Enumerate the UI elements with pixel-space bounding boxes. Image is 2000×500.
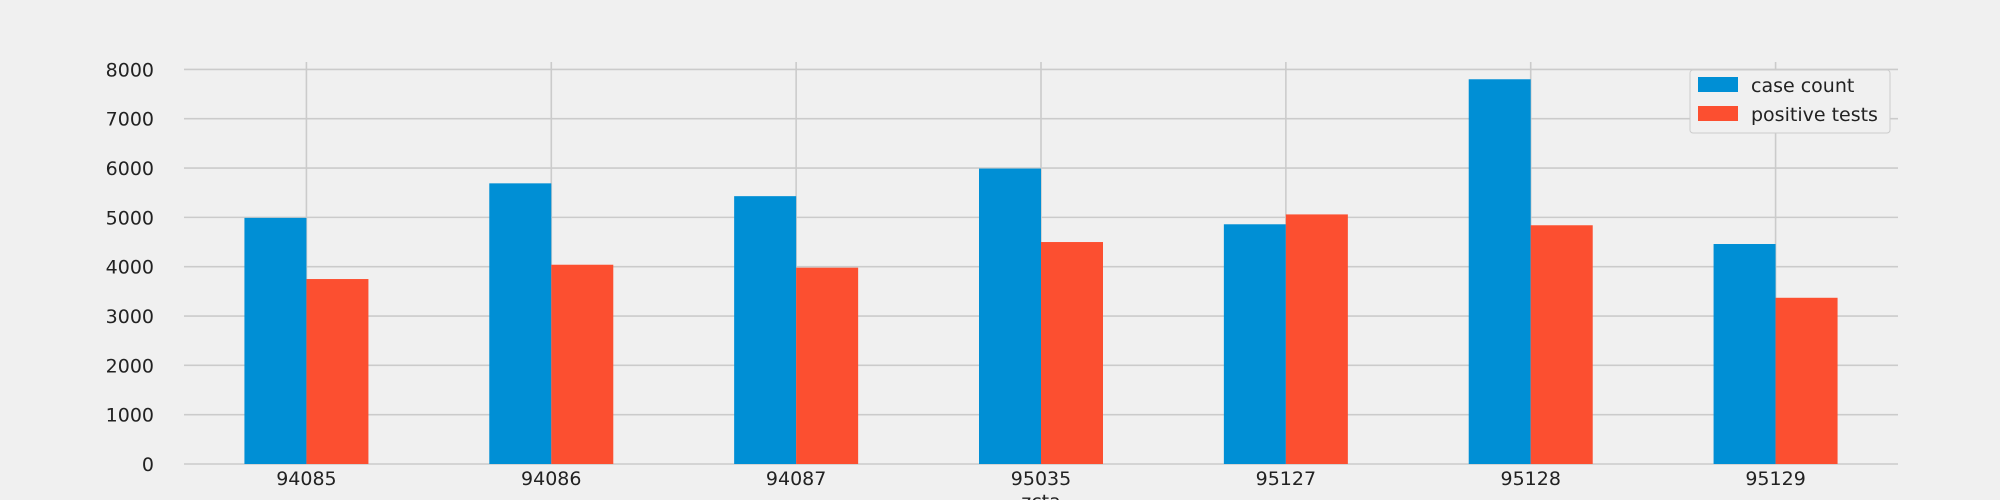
x-tick-label: 94086 — [521, 468, 581, 490]
legend-swatch-case-count — [1698, 77, 1738, 92]
legend: case count positive tests — [1689, 69, 1891, 134]
legend-label-case-count: case count — [1751, 75, 1854, 97]
y-tick-label: 4000 — [106, 257, 154, 279]
y-tick-label: 1000 — [106, 405, 154, 427]
bar-positive-tests-94085 — [306, 279, 369, 464]
bar-case-count-94087 — [734, 196, 797, 464]
x-tick-label: 95035 — [1011, 468, 1071, 490]
y-axis-ticks: 0 1000 2000 3000 4000 5000 6000 7000 8000 — [106, 59, 154, 476]
bar-case-count-94086 — [489, 183, 552, 464]
x-axis-label: zcta — [1021, 491, 1061, 500]
x-tick-label: 94087 — [766, 468, 826, 490]
x-tick-label: 95128 — [1500, 468, 1560, 490]
bar-positive-tests-95129 — [1775, 297, 1838, 464]
x-tick-label: 94085 — [276, 468, 336, 490]
y-tick-label: 2000 — [106, 355, 154, 377]
legend-box — [1689, 69, 1891, 134]
bar-case-count-95128 — [1468, 79, 1531, 465]
y-tick-label: 6000 — [106, 158, 154, 180]
x-tick-label: 95129 — [1745, 468, 1805, 490]
y-tick-label: 5000 — [106, 207, 154, 229]
bar-case-count-95035 — [979, 168, 1041, 464]
y-tick-label: 7000 — [106, 109, 154, 131]
bar-case-count-95129 — [1713, 244, 1776, 464]
bars — [244, 79, 1838, 465]
y-tick-label: 8000 — [106, 59, 154, 81]
y-tick-label: 0 — [142, 454, 154, 476]
x-tick-label: 95127 — [1256, 468, 1316, 490]
y-tick-label: 3000 — [106, 306, 154, 328]
legend-label-positive-tests: positive tests — [1751, 104, 1878, 126]
legend-swatch-positive-tests — [1698, 106, 1738, 121]
bar-positive-tests-95127 — [1285, 214, 1348, 464]
bar-case-count-95127 — [1223, 224, 1286, 464]
bar-positive-tests-94087 — [796, 267, 859, 464]
bar-positive-tests-95128 — [1530, 225, 1593, 464]
bar-case-count-94085 — [244, 217, 307, 464]
x-axis-ticks: 94085 94086 94087 95035 95127 95128 95129 — [276, 468, 1806, 490]
bar-positive-tests-94086 — [551, 264, 614, 464]
bar-positive-tests-95035 — [1041, 242, 1103, 464]
